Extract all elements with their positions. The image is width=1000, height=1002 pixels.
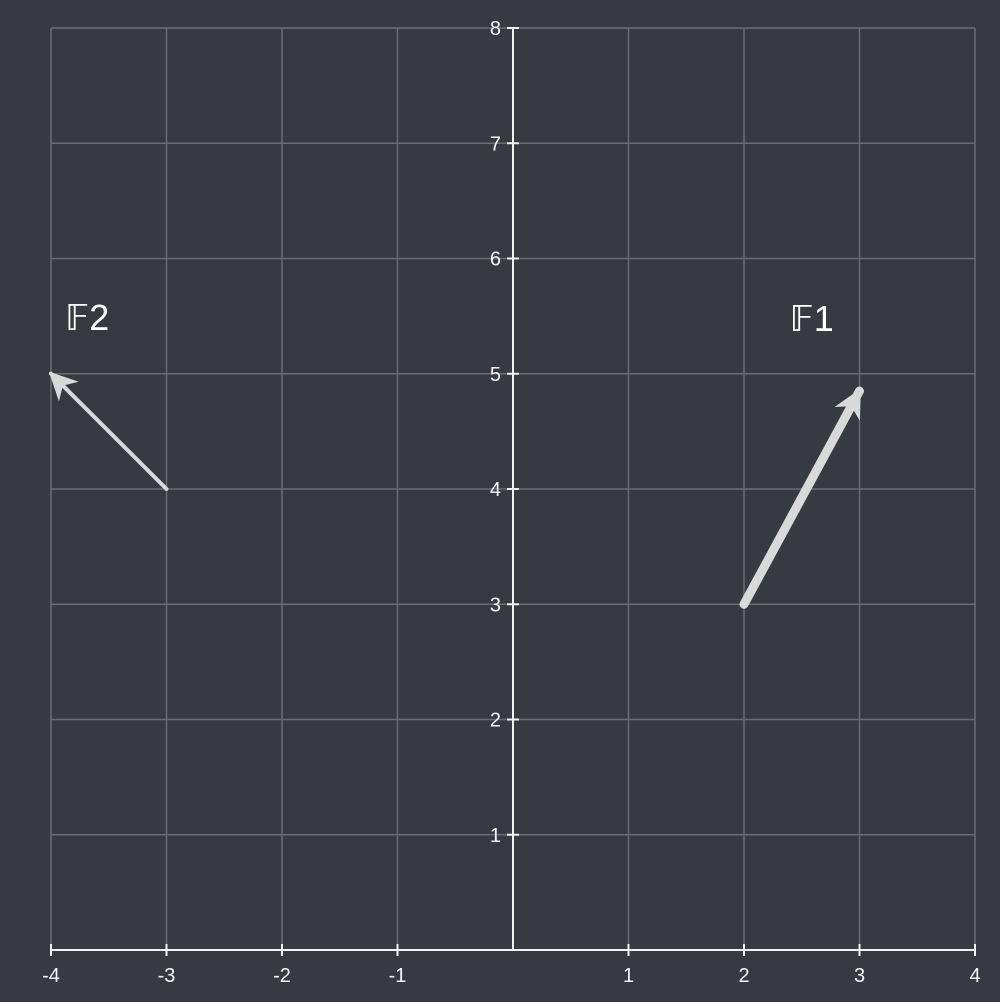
y-tick-label: 2 — [490, 710, 501, 732]
x-tick-label: 3 — [854, 965, 865, 987]
vectors: 𝔽1 𝔽2 — [49, 297, 864, 609]
x-tick-label: 4 — [969, 965, 980, 987]
tick-labels: -4 -3 -2 -1 1 2 3 4 1 2 3 4 5 6 7 8 — [42, 18, 980, 987]
x-tick-label: -3 — [158, 965, 176, 987]
x-tick-label: -4 — [42, 965, 60, 987]
y-tick-label: 4 — [490, 479, 501, 501]
vector-label-2: 𝔽2 — [65, 297, 109, 338]
y-tick-label: 3 — [490, 594, 501, 616]
vector-label-1: 𝔽1 — [790, 298, 834, 339]
vector-arrow-1 — [739, 386, 864, 609]
y-tick-label: 8 — [490, 18, 501, 40]
tick-marks — [50, 27, 976, 956]
y-tick-label: 6 — [490, 249, 501, 271]
y-tick-label: 1 — [490, 825, 501, 847]
y-tick-label: 7 — [490, 133, 501, 155]
vector-arrow-2 — [49, 371, 169, 491]
y-tick-label: 5 — [490, 364, 501, 386]
x-tick-label: 2 — [738, 965, 749, 987]
x-tick-label: -2 — [273, 965, 291, 987]
x-tick-label: -1 — [389, 965, 407, 987]
x-tick-label: 1 — [623, 965, 634, 987]
